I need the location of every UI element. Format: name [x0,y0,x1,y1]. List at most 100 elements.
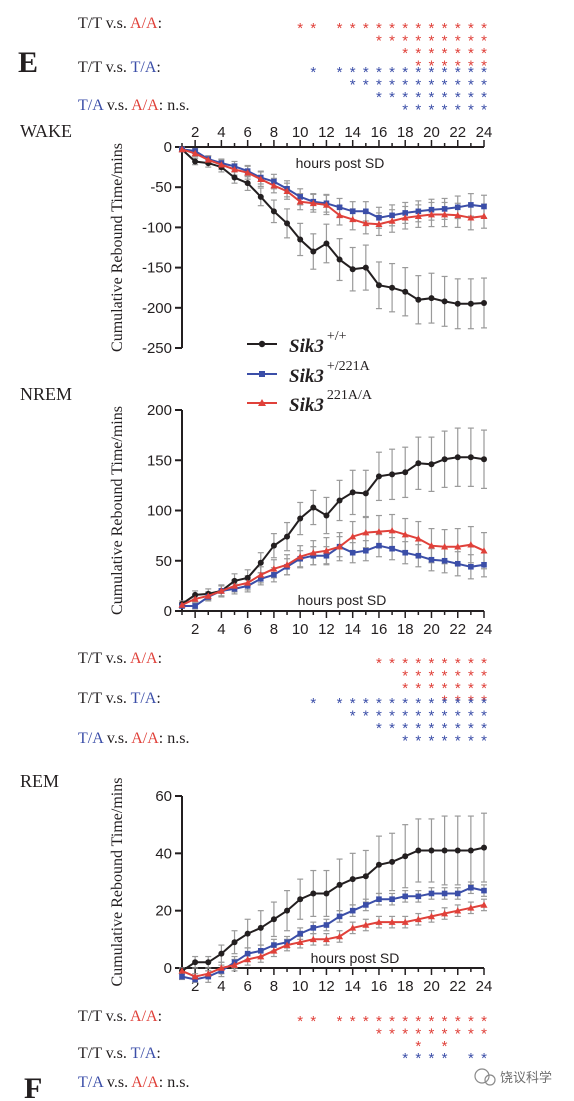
comparison-label-ta-aa-0: T/A v.s. A/A: n.s. [78,97,189,114]
y-tick-label: -50 [150,179,172,196]
data-point [244,169,252,176]
data-point [244,583,251,589]
data-point [415,847,422,854]
significance-star-blue: * [455,89,461,106]
data-point [480,547,488,554]
legend-label: Sik3 +/+ [289,329,347,357]
significance-star-red: * [429,58,435,75]
data-point [454,454,461,461]
significance-star-red: * [429,1026,435,1043]
data-point [349,924,357,931]
data-point [441,211,449,218]
significance-star-red: * [415,58,421,75]
significance-star-red: * [442,20,448,37]
data-point [244,930,251,937]
significance-star-blue: * [442,733,448,750]
data-point [363,902,369,908]
data-point [389,471,396,478]
data-point [428,890,435,897]
data-point [481,299,487,306]
significance-star-blue: * [429,64,435,81]
data-point [310,504,317,511]
significance-star-red: * [415,45,421,62]
data-point [362,873,369,880]
significance-star-red: * [468,45,474,62]
significance-star-blue: * [455,695,461,712]
significance-star-blue: * [376,89,382,106]
comparison-right: T/A [131,59,157,76]
significance-star-red: * [402,20,408,37]
data-point [349,208,356,215]
data-point [231,166,239,173]
significance-star-blue: * [363,77,369,94]
significance-star-blue: * [350,77,356,94]
data-point [309,199,317,207]
data-point [257,953,265,960]
comparison-right: A/A [130,650,158,667]
data-point [415,208,422,215]
significance-star-blue: * [389,89,395,106]
significance-star-red: * [337,20,343,37]
x-tick-label: 4 [217,621,225,638]
significance-star-blue: * [468,733,474,750]
wechat-icon-bubble [484,1074,496,1086]
data-point [428,847,435,854]
data-point [178,145,186,153]
data-point [270,947,278,954]
comparison-left: T/T v.s. [78,1045,131,1062]
significance-star-red: * [455,1026,461,1043]
significance-star-blue: * [481,77,487,94]
significance-star-blue: * [402,102,408,119]
comparison-label-ta-aa-1: T/A v.s. A/A: n.s. [78,730,189,747]
significance-star-red: * [468,20,474,37]
comparison-label-tt-aa-1: T/T v.s. A/A: [78,650,162,667]
significance-star-red: * [468,33,474,50]
data-point [389,212,395,219]
data-point [402,288,409,295]
significance-star-blue: * [389,695,395,712]
data-point [427,542,435,549]
significance-star-red: * [297,1013,303,1030]
significance-star-red: * [389,1013,395,1030]
significance-star-red: * [468,668,474,685]
data-point [349,489,356,496]
data-point [310,552,317,559]
data-point [428,556,435,563]
x-tick-label: 8 [270,621,278,638]
significance-star-blue: * [402,733,408,750]
significance-star-blue: * [310,695,316,712]
significance-star-red: * [402,1013,408,1030]
significance-star-red: * [468,1013,474,1030]
x-tick-label: 22 [449,621,466,638]
significance-star-red: * [468,58,474,75]
x-tick-label: 24 [476,621,493,638]
significance-star-red: * [481,655,487,672]
significance-star-blue: * [415,733,421,750]
y-tick-label: -100 [142,219,172,236]
x-tick-label: 14 [344,124,361,141]
data-point [322,547,330,554]
comparison-right: A/A [131,730,159,747]
significance-star-blue: * [442,720,448,737]
data-point [284,533,291,540]
comparison-left: T/T v.s. [78,15,130,32]
x-tick-label: 18 [397,124,414,141]
significance-star-blue: * [402,720,408,737]
significance-star-blue: * [442,708,448,725]
comparison-right: A/A [131,97,159,114]
comparison-right: A/A [130,1008,158,1025]
significance-star-red: * [402,1026,408,1043]
data-point [401,214,409,221]
data-point [231,586,238,592]
data-point [480,901,488,908]
significance-star-blue: * [481,708,487,725]
significance-star-blue: * [455,708,461,725]
significance-star-blue: * [415,1050,421,1067]
significance-star-red: * [389,1026,395,1043]
x-tick-label: 14 [344,978,361,995]
y-tick-label: -200 [142,300,172,317]
data-point [217,964,225,971]
data-point [322,935,330,943]
data-point [217,587,225,594]
